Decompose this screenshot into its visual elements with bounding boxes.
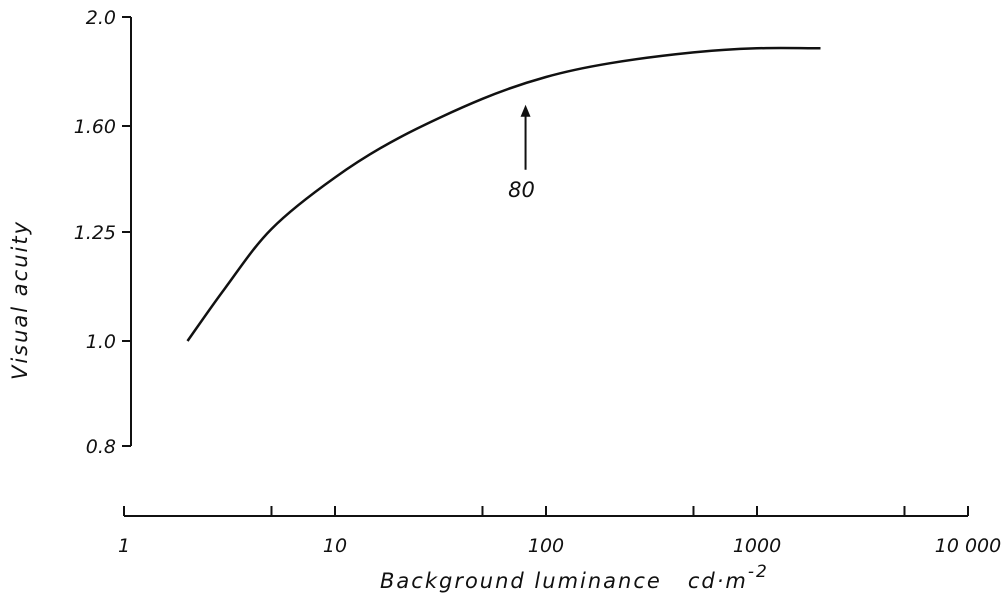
- x-axis-unit: cd·m: [688, 569, 748, 593]
- y-tick-label: 1.60: [74, 116, 116, 138]
- annotation-label: 80: [508, 178, 535, 202]
- x-tick-label: 1: [118, 535, 130, 557]
- y-axis-label: Visual acuity: [8, 220, 32, 380]
- annotation-arrowhead: [520, 104, 531, 117]
- series-line: [186, 46, 821, 342]
- x-tick-label: 1000: [733, 535, 781, 557]
- plot-area: [186, 46, 821, 342]
- x-axis: 1 10 100 1000 10 000: [118, 506, 1001, 557]
- y-axis: 0.8 1.0 1.25 1.60 2.0: [74, 7, 132, 458]
- x-tick-label: 10 000: [935, 535, 1001, 557]
- x-tick-label: 10: [323, 535, 347, 557]
- y-tick-label: 1.0: [86, 331, 116, 353]
- annotations: 80: [508, 104, 535, 202]
- x-axis-label-text: Background luminance: [380, 569, 662, 593]
- y-tick-label: 2.0: [86, 7, 116, 29]
- x-axis-label: Background luminance cd·m-2: [380, 562, 769, 593]
- y-tick-label: 1.25: [74, 222, 116, 244]
- y-tick-label: 0.8: [86, 436, 116, 458]
- x-axis-unit-exponent: -2: [748, 562, 769, 582]
- x-tick-label: 100: [528, 535, 564, 557]
